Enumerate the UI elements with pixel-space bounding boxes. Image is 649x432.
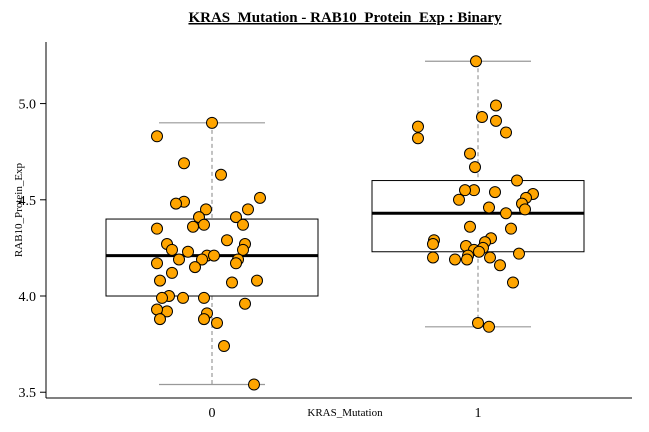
data-point <box>412 132 424 145</box>
data-point <box>187 220 199 233</box>
data-point <box>248 378 260 391</box>
data-point <box>494 259 506 272</box>
data-point <box>483 201 495 214</box>
data-point <box>226 276 238 289</box>
data-point <box>464 220 476 233</box>
data-point <box>242 203 254 216</box>
data-point <box>154 313 166 326</box>
data-point <box>206 116 218 129</box>
data-point <box>198 291 210 304</box>
data-point <box>156 291 168 304</box>
data-point <box>189 261 201 274</box>
data-point <box>251 274 263 287</box>
data-point <box>173 253 185 266</box>
data-point <box>473 245 485 258</box>
data-point <box>198 218 210 231</box>
data-point <box>500 207 512 220</box>
data-point <box>461 253 473 266</box>
data-point <box>490 114 502 127</box>
y-ticks: 3.5 4.0 4.5 5.0 <box>19 98 46 401</box>
data-point <box>151 222 163 235</box>
data-point <box>511 174 523 187</box>
data-point <box>489 186 501 199</box>
data-point <box>218 340 230 353</box>
data-point <box>472 316 484 329</box>
data-point <box>237 243 249 256</box>
data-point <box>505 222 517 235</box>
y-tick-label: 3.5 <box>19 386 37 401</box>
data-point <box>483 320 495 333</box>
x-tick-label: 1 <box>475 406 482 421</box>
data-point <box>237 218 249 231</box>
data-point <box>166 266 178 279</box>
data-point <box>177 291 189 304</box>
data-point <box>513 247 525 260</box>
data-point <box>484 251 496 264</box>
data-point <box>239 297 251 310</box>
data-point <box>151 130 163 143</box>
data-point <box>464 147 476 160</box>
data-point <box>427 238 439 251</box>
data-point <box>200 203 212 216</box>
data-point <box>166 243 178 256</box>
data-point <box>427 251 439 264</box>
data-point <box>196 253 208 266</box>
y-tick-label: 5.0 <box>19 98 37 113</box>
data-point <box>459 184 471 197</box>
data-point <box>254 191 266 204</box>
data-point <box>230 257 242 270</box>
data-point <box>476 111 488 124</box>
data-point <box>151 257 163 270</box>
data-point <box>230 211 242 224</box>
data-point <box>453 193 465 206</box>
data-point <box>469 161 481 174</box>
data-point <box>412 120 424 133</box>
data-point <box>170 197 182 210</box>
data-point <box>215 168 227 181</box>
y-tick-label: 4.5 <box>19 194 37 209</box>
y-axis-label: RAB10_Protein_Exp <box>13 162 25 257</box>
data-points <box>151 55 539 391</box>
data-point <box>519 203 531 216</box>
data-point <box>449 253 461 266</box>
data-point <box>507 276 519 289</box>
data-point <box>198 313 210 326</box>
data-point <box>211 316 223 329</box>
y-tick-label: 4.0 <box>19 290 37 305</box>
data-point <box>208 249 220 262</box>
data-point <box>221 234 233 247</box>
data-point <box>470 55 482 68</box>
data-point <box>500 126 512 139</box>
data-point <box>182 245 194 258</box>
x-axis-label: KRAS_Mutation <box>307 407 383 419</box>
data-point <box>178 157 190 170</box>
iqr-box <box>105 218 319 297</box>
chart-title: KRAS_Mutation - RAB10_Protein_Exp : Bina… <box>188 10 502 26</box>
data-point <box>154 274 166 287</box>
data-point <box>490 99 502 112</box>
x-tick-label: 0 <box>209 406 216 421</box>
